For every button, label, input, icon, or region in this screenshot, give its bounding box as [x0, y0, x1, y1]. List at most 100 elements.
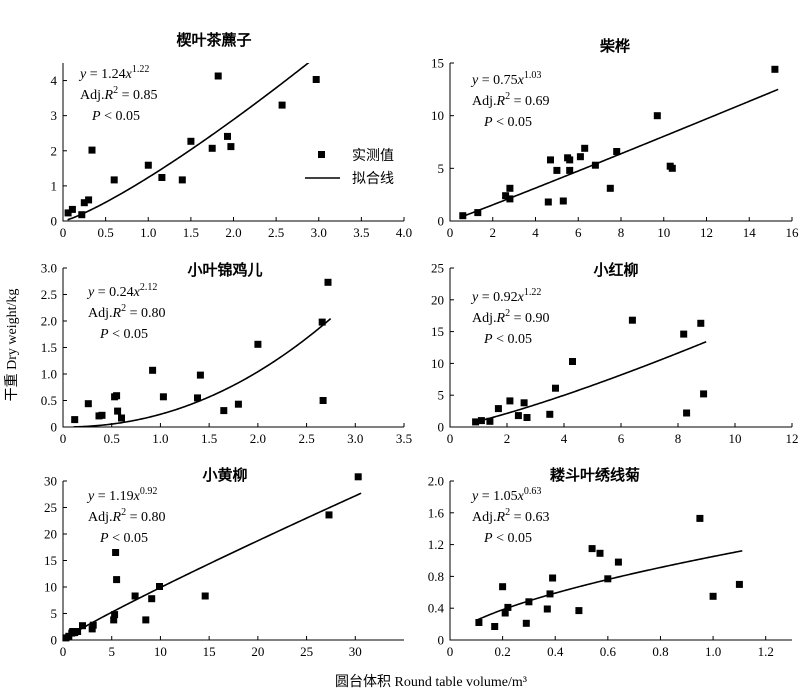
data-point — [110, 616, 118, 624]
x-tick-label: 20 — [251, 644, 264, 659]
data-point — [112, 549, 120, 556]
data-point — [628, 316, 636, 324]
x-tick-label: 1.2 — [758, 644, 774, 659]
y-tick-label: 10 — [431, 108, 444, 123]
data-point — [178, 176, 186, 184]
panel-title: 小叶锦鸡儿 — [187, 261, 262, 279]
data-point — [506, 397, 514, 405]
data-point — [98, 411, 106, 419]
data-point — [559, 197, 567, 205]
data-point — [319, 397, 327, 404]
x-tick-label: 4 — [561, 431, 568, 446]
p-value-label: P < 0.05 — [91, 109, 140, 124]
data-point — [596, 549, 604, 557]
data-point — [591, 161, 599, 169]
y-tick-label: 1.2 — [428, 537, 444, 552]
equation-label: y = 0.92x1.22 — [470, 287, 541, 305]
data-point — [254, 340, 262, 348]
p-value-label: P < 0.05 — [483, 332, 532, 347]
x-tick-label: 2 — [490, 225, 497, 240]
equation-label: y = 0.75x1.03 — [470, 70, 541, 88]
data-point — [80, 199, 88, 207]
x-tick-label: 1.0 — [152, 431, 168, 446]
data-point — [588, 545, 596, 553]
y-tick-label: 0.8 — [428, 569, 444, 584]
x-tick-label: 0.5 — [104, 431, 120, 446]
data-point — [89, 621, 97, 629]
data-point — [158, 174, 166, 181]
data-point — [504, 603, 512, 611]
x-tick-label: 4 — [532, 225, 539, 240]
data-point — [486, 417, 494, 425]
x-tick-label: 3.0 — [347, 431, 363, 446]
y-tick-label: 2 — [51, 143, 58, 158]
data-point — [552, 384, 559, 392]
y-axis-label: 干重 Dry weight/kg — [4, 289, 20, 402]
x-axis-label: 圆台体积 Round table volume/m³ — [335, 674, 527, 690]
x-tick-label: 3.5 — [353, 225, 369, 240]
data-point — [569, 358, 576, 365]
chart-panel-4: 0 2 4 6 8 10 12 0 5 10 15 20 25 小红柳 y = 0.92x1.22 Adj.R… — [431, 261, 799, 447]
x-tick-label: 0 — [447, 644, 454, 659]
data-point — [227, 143, 235, 151]
x-tick-label: 2.5 — [268, 225, 284, 240]
data-point — [214, 72, 222, 80]
x-tick-label: 8 — [675, 431, 682, 446]
data-point — [220, 407, 228, 415]
data-point — [700, 390, 708, 398]
y-tick-label: 10 — [44, 580, 57, 595]
data-point — [64, 209, 72, 217]
data-point — [474, 209, 482, 217]
x-tick-label: 4.0 — [396, 225, 412, 240]
data-point — [544, 198, 552, 206]
data-point — [234, 400, 242, 408]
equation-label: y = 1.19x0.92 — [86, 486, 157, 504]
data-point — [110, 176, 118, 184]
legend-label-observed: 实测值 — [352, 148, 394, 164]
p-value-label: P < 0.05 — [99, 327, 148, 342]
x-tick-label: 12 — [786, 431, 799, 446]
x-tick-label: 0.2 — [494, 644, 510, 659]
y-tick-label: 15 — [44, 553, 57, 568]
data-point — [514, 412, 522, 420]
panel-title: 柴桦 — [599, 37, 630, 55]
data-point — [324, 278, 332, 286]
data-point — [114, 407, 122, 415]
y-tick-label: 0.5 — [41, 393, 57, 408]
x-tick-label: 6 — [618, 431, 625, 446]
x-tick-label: 0 — [60, 225, 67, 240]
y-tick-label: 0.4 — [428, 601, 445, 616]
fitted-line — [67, 63, 310, 221]
chart-panel-3: 0 0.5 1.0 1.5 2.0 2.5 3.0 3.5 0 0.5 1.0 1.5 2.0 2.5 3.… — [41, 261, 412, 447]
chart-panel-6: 0 0.2 0.4 0.6 0.8 1.0 1.2 0 0.4 0.8 1.2 1.6 2.0 耧斗叶绣线… — [428, 466, 792, 659]
y-tick-label: 25 — [44, 500, 57, 515]
data-point — [118, 414, 125, 422]
x-tick-label: 2 — [504, 431, 511, 446]
x-tick-label: 0 — [447, 431, 454, 446]
x-tick-label: 0 — [60, 431, 67, 446]
data-point — [709, 592, 717, 600]
y-tick-label: 1.5 — [41, 340, 57, 355]
chart-panel-5: 0 5 10 15 20 25 30 0 5 10 15 20 25 30 小黄柳 y = 1.19x0.92… — [44, 466, 404, 659]
data-point — [502, 192, 510, 200]
x-tick-label: 10 — [657, 225, 670, 240]
data-point — [194, 394, 201, 402]
y-tick-label: 15 — [431, 56, 444, 71]
data-point — [149, 366, 157, 374]
data-point — [523, 414, 531, 421]
data-point — [354, 473, 362, 481]
data-point — [144, 161, 152, 169]
panel-title: 小黄柳 — [202, 466, 247, 484]
y-tick-label: 3 — [51, 108, 58, 123]
data-point — [74, 628, 82, 635]
panel-title: 小红柳 — [593, 261, 638, 279]
data-point — [208, 144, 216, 152]
fitted-line — [472, 340, 707, 424]
y-tick-label: 10 — [431, 356, 444, 371]
data-point — [187, 137, 195, 145]
y-tick-label: 4 — [51, 73, 58, 88]
x-tick-label: 0.8 — [652, 644, 668, 659]
data-point — [71, 416, 79, 424]
x-tick-label: 16 — [786, 225, 800, 240]
